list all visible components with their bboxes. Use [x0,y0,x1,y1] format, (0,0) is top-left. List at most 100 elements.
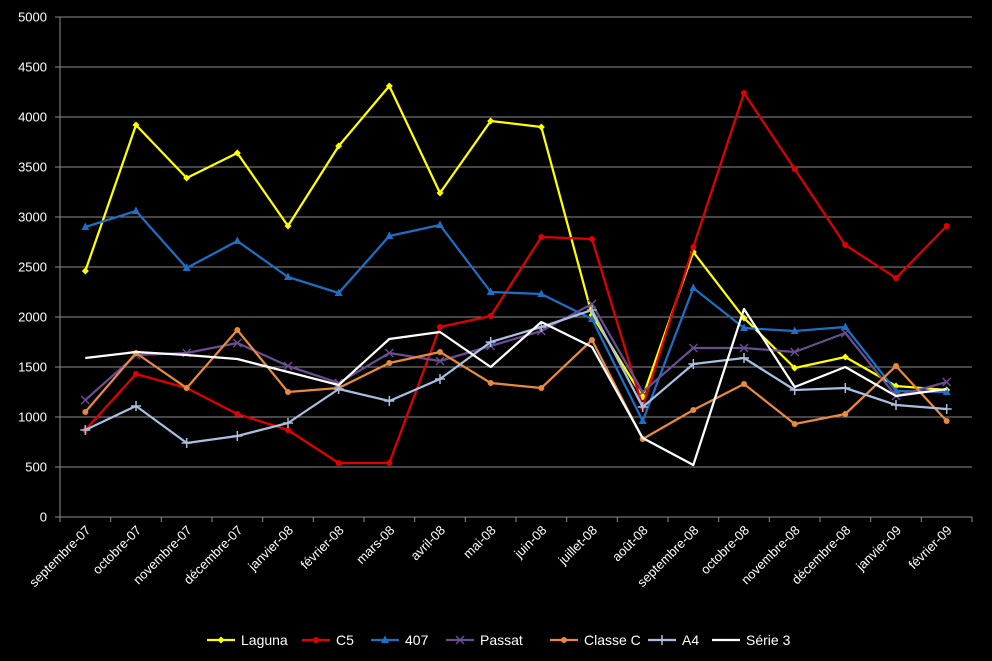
data-point [435,356,445,366]
data-point [132,121,140,129]
data-point [791,364,799,372]
y-tick-label: 2000 [18,310,47,325]
data-point [893,363,899,369]
data-point [891,400,901,410]
data-point [638,387,648,397]
data-point [487,117,495,125]
series-line [84,209,947,423]
data-point [538,234,545,240]
legend-label: A4 [682,632,699,648]
data-point [181,438,192,448]
data-point [790,326,799,334]
data-point [283,361,293,371]
data-point [437,349,443,355]
data-point [588,314,596,322]
legend: Laguna C5 407 Passat Classe C A4 Série 3 [207,632,791,648]
data-point [587,305,597,315]
grid-layer [60,16,972,468]
x-tick-label: janvier-09 [852,523,904,575]
y-tick-label: 4000 [18,110,47,125]
data-point [637,402,648,412]
data-point [689,283,698,291]
data-point [384,396,395,406]
data-point [80,425,91,435]
data-point [690,407,697,413]
legend-label: 407 [405,632,429,648]
legend-item: Série 3 [712,632,791,648]
y-tick-label: 500 [25,460,47,475]
legend-marker [657,635,667,645]
data-point [688,359,699,369]
data-point [941,404,952,414]
data-point [791,421,798,427]
series-line [84,328,948,441]
y-tick-label: 3500 [18,160,47,175]
data-point [386,460,393,466]
data-point [841,322,850,330]
axis-layer: 0 500 1000 1500 2000 2500 3000 3500 4000 4500 5000… [18,10,973,590]
data-point [842,411,849,417]
x-tick-label: août-08 [609,523,651,565]
data-point [283,418,293,428]
data-point [284,222,292,230]
data-point [183,174,191,182]
legend-item: 407 [371,632,429,648]
data-point [233,236,242,244]
data-point [841,353,849,361]
data-point [81,222,90,230]
data-point [690,244,697,250]
legend-marker [381,635,389,643]
data-point [285,389,291,395]
series-line [84,308,947,445]
series-classe-c [82,327,950,442]
legend-label: Passat [480,632,523,648]
data-point [183,385,190,391]
y-tick-label: 5000 [18,10,47,25]
data-point [589,236,595,242]
series-a4 [80,305,952,448]
x-tick-label: février-08 [297,523,346,572]
data-point [486,287,495,295]
data-point [537,123,545,131]
data-point [233,149,241,157]
series-s-rie-3 [85,307,947,467]
legend-label: Laguna [241,632,288,648]
data-point [82,409,89,415]
y-tick-label: 4500 [18,60,47,75]
data-point [131,401,141,411]
legend-marker [313,637,319,643]
data-point [741,90,747,96]
x-tick-label: février-09 [905,523,954,572]
data-point [436,220,444,228]
data-point [285,427,291,433]
data-point [386,360,393,366]
x-tick-label: octobre-07 [90,523,145,578]
x-tick-label: octobre-08 [698,523,753,578]
x-tick-label: janvier-08 [244,523,296,575]
data-point [589,337,595,343]
data-point [740,323,748,331]
x-tick-label: avril-08 [407,523,448,564]
series-layer [80,82,952,467]
legend-marker [217,636,225,644]
series-laguna [81,82,951,401]
legend-item: C5 [302,632,354,648]
legend-item: A4 [648,632,699,648]
legend-marker [455,635,465,645]
data-point [385,231,394,239]
data-point [942,377,952,387]
series-passat [80,299,952,405]
data-point [487,313,494,319]
legend-item: Laguna [207,632,288,648]
legend-item: Passat [446,632,523,648]
data-point [538,385,545,391]
data-point [842,242,849,248]
data-point [840,328,850,338]
data-point [587,299,597,309]
series-407 [81,206,951,424]
data-point [80,395,90,405]
y-tick-label: 3000 [18,210,47,225]
data-point [739,343,749,353]
data-point [182,263,191,271]
